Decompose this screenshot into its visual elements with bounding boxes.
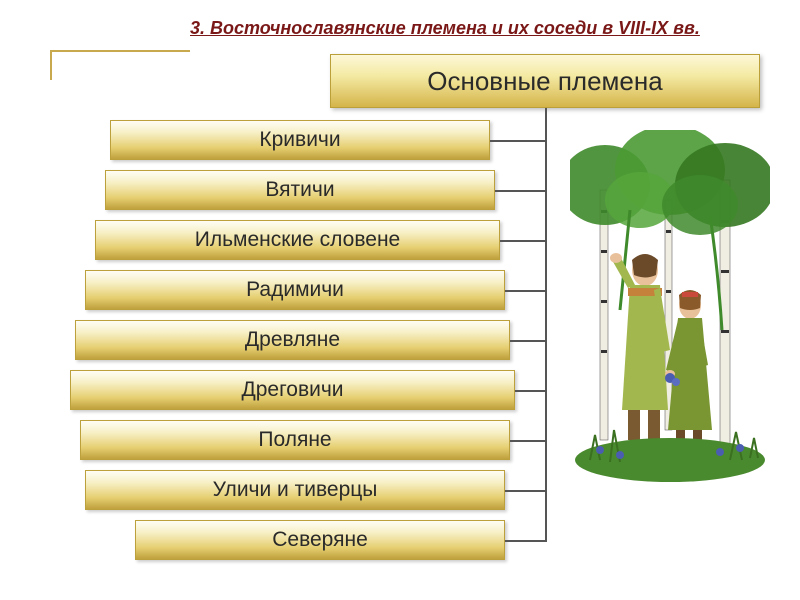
tribe-label: Кривичи — [259, 128, 340, 152]
connector-line — [505, 540, 547, 542]
tribe-label: Древляне — [245, 328, 340, 352]
tribe-box: Уличи и тиверцы — [85, 470, 505, 510]
tribe-box: Северяне — [135, 520, 505, 560]
main-tribes-label: Основные племена — [427, 66, 662, 97]
tribe-label: Ильменские словене — [195, 228, 400, 252]
tribe-label: Поляне — [258, 428, 331, 452]
connector-line — [500, 240, 547, 242]
main-tribes-header: Основные племена — [330, 54, 760, 108]
tribe-box: Поляне — [80, 420, 510, 460]
connector-line — [490, 140, 547, 142]
slavic-people-illustration — [570, 130, 770, 500]
connector-spine — [545, 108, 547, 540]
connector-line — [505, 490, 547, 492]
connector-line — [510, 440, 547, 442]
tribe-label: Вятичи — [265, 178, 334, 202]
connector-line — [510, 340, 547, 342]
tribe-box: Кривичи — [110, 120, 490, 160]
tribe-label: Уличи и тиверцы — [213, 478, 378, 502]
tribe-box: Радимичи — [85, 270, 505, 310]
tribe-box: Древляне — [75, 320, 510, 360]
tribe-label: Дреговичи — [241, 378, 343, 402]
title-underline-v — [50, 50, 52, 80]
tribe-label: Северяне — [272, 528, 368, 552]
slide-title: 3. Восточнославянские племена и их сосед… — [190, 18, 700, 39]
tribe-box: Дреговичи — [70, 370, 515, 410]
tribe-label: Радимичи — [246, 278, 344, 302]
connector-line — [515, 390, 547, 392]
tribe-box: Ильменские словене — [95, 220, 500, 260]
connector-line — [495, 190, 547, 192]
title-underline-h — [50, 50, 190, 52]
connector-line — [505, 290, 547, 292]
tribe-box: Вятичи — [105, 170, 495, 210]
